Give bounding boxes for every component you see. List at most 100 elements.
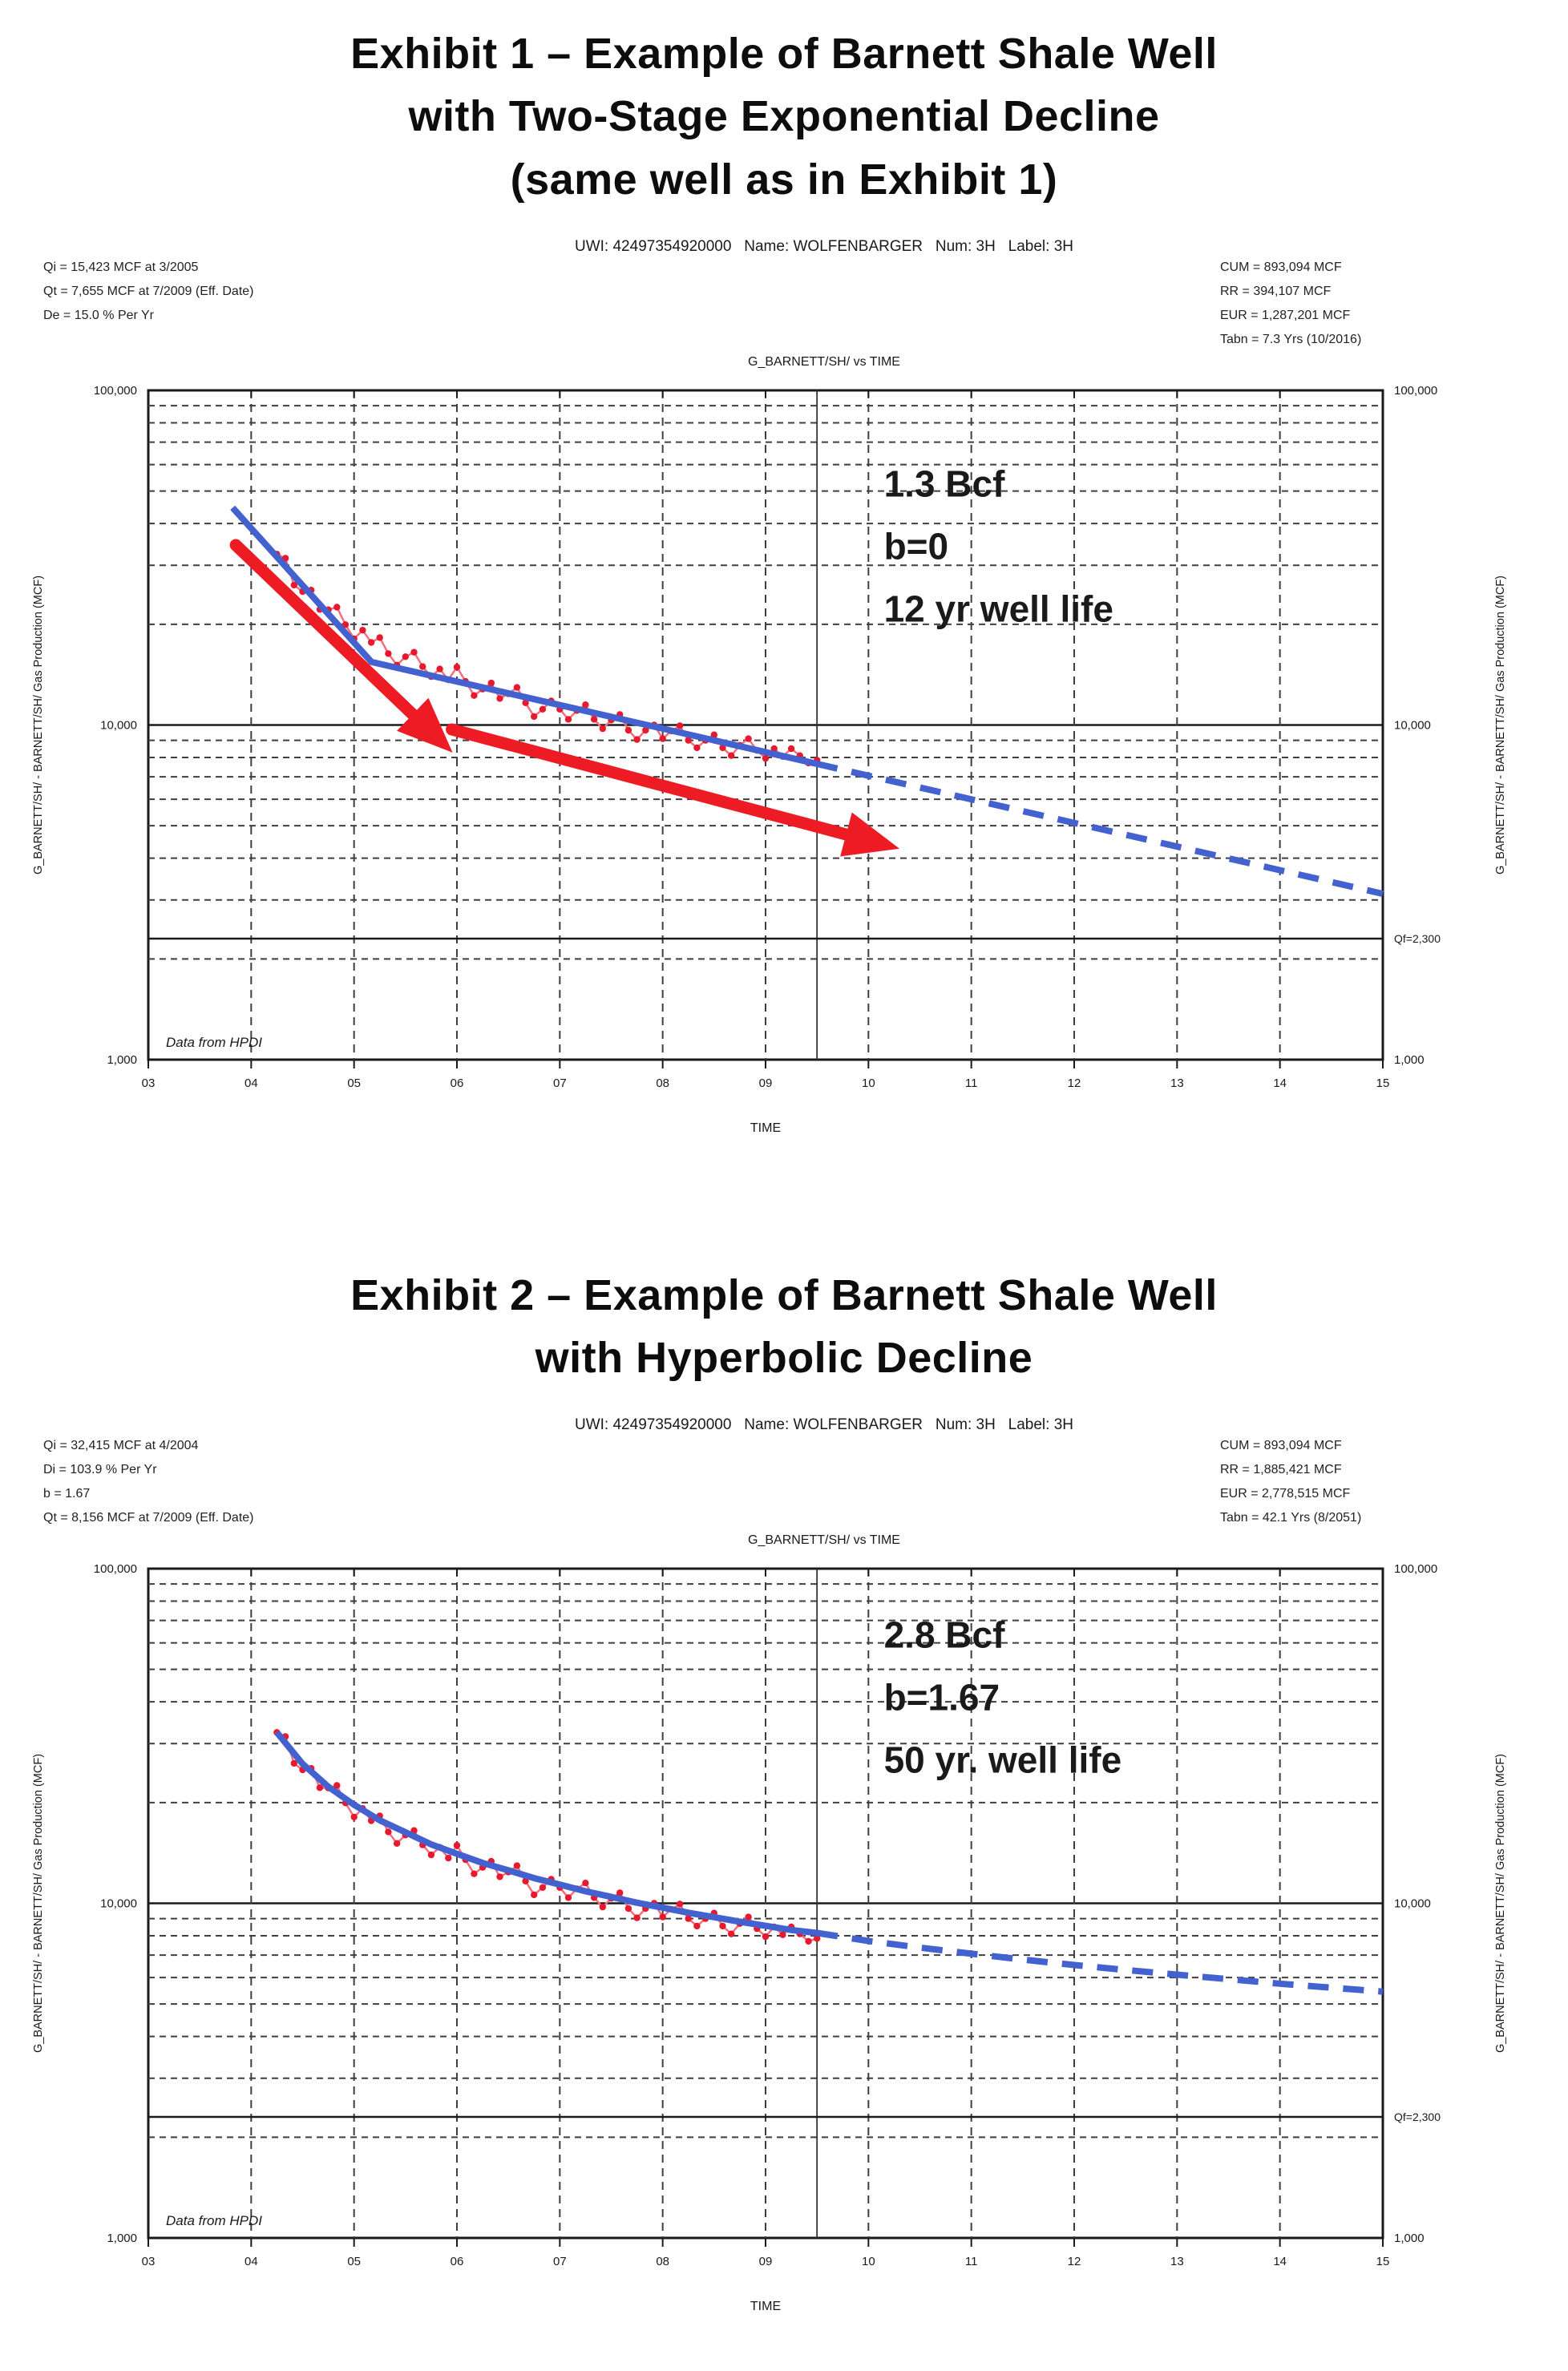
annotation-line: 2.8 Bcf xyxy=(884,1614,1006,1656)
exhibit1-title-line3: (same well as in Exhibit 1) xyxy=(510,155,1058,204)
y-tick-label-left: 10,000 xyxy=(100,1897,137,1911)
monthly-gas-production-point xyxy=(333,1782,341,1790)
exhibit2-title-line2: with Hyperbolic Decline xyxy=(535,1334,1033,1383)
monthly-gas-production-point xyxy=(693,1923,701,1930)
x-tick-label: 14 xyxy=(1273,1076,1287,1090)
annotation-line: 12 yr well life xyxy=(884,588,1113,629)
y-axis-title-right: G_BARNETT/SH/ - BARNETT/SH/ Gas Producti… xyxy=(1494,1754,1507,2053)
x-tick-label: 07 xyxy=(553,2255,567,2268)
x-tick-label: 12 xyxy=(1068,2255,1081,2268)
y-tick-label-right: 1,000 xyxy=(1394,2232,1425,2245)
stat-line: Qt = 7,655 MCF at 7/2009 (Eff. Date) xyxy=(43,284,254,298)
monthly-gas-production-point xyxy=(745,735,752,742)
annotation-line: 50 yr. well life xyxy=(884,1739,1122,1781)
monthly-gas-production-point xyxy=(376,634,383,641)
monthly-gas-production-point xyxy=(624,726,632,734)
x-tick-label: 04 xyxy=(244,1076,258,1090)
y-tick-label-left: 1,000 xyxy=(107,2232,137,2245)
x-tick-label: 13 xyxy=(1170,2255,1184,2268)
exhibit2-header-center: UWI: 42497354920000 Name: WOLFENBARGER N… xyxy=(428,1405,1220,1549)
monthly-gas-production-point xyxy=(633,736,641,743)
monthly-gas-production-point xyxy=(316,1784,324,1791)
x-tick-label: 15 xyxy=(1376,1076,1390,1090)
exhibit2-plot-title: G_BARNETT/SH/ vs TIME xyxy=(748,1533,900,1548)
x-tick-label: 06 xyxy=(451,2255,464,2268)
monthly-gas-production-point xyxy=(719,1923,726,1930)
y-tick-label-left: 100,000 xyxy=(94,1562,137,1576)
monthly-gas-production-point xyxy=(487,679,495,687)
exhibit2-title: Exhibit 2 – Example of Barnett Shale Wel… xyxy=(0,1264,1568,1390)
monthly-gas-production-point xyxy=(659,1913,666,1921)
monthly-gas-production-point xyxy=(787,745,795,753)
decline-trend-arrow xyxy=(229,539,453,753)
exhibit1-title-line1: Exhibit 1 – Example of Barnett Shale Wel… xyxy=(350,30,1218,78)
monthly-gas-production-point xyxy=(539,705,547,713)
monthly-gas-production-point xyxy=(564,716,572,723)
stat-line: Qt = 8,156 MCF at 7/2009 (Eff. Date) xyxy=(43,1511,254,1525)
qf-label: Qf=2,300 xyxy=(1394,2110,1441,2123)
y-tick-label-right: 1,000 xyxy=(1394,1053,1425,1067)
monthly-gas-production-point xyxy=(333,604,341,611)
monthly-gas-production-point xyxy=(728,1930,735,1938)
monthly-gas-production-point xyxy=(290,1760,297,1767)
monthly-gas-production-point xyxy=(814,1935,821,1943)
x-tick-label: 09 xyxy=(759,2255,773,2268)
stat-line: b = 1.67 xyxy=(43,1487,91,1501)
monthly-gas-production-point xyxy=(471,692,478,699)
x-tick-label: 04 xyxy=(244,2255,258,2268)
stat-line: Qi = 15,423 MCF at 3/2005 xyxy=(43,260,199,274)
monthly-gas-production-point xyxy=(436,665,443,673)
monthly-gas-production-point xyxy=(496,1873,503,1881)
monthly-gas-production-point xyxy=(805,1938,812,1945)
monthly-gas-production-point xyxy=(385,650,392,657)
monthly-gas-production-point xyxy=(341,620,350,628)
y-tick-label-right: 100,000 xyxy=(1394,1562,1437,1576)
exhibit2-plot-svg: 2.8 Bcf b=1.67 50 yr. well life 100,000 100,… xyxy=(32,1562,1507,2313)
x-tick-label: 05 xyxy=(347,2255,361,2268)
monthly-gas-production-point xyxy=(685,737,692,744)
x-tick-label: 15 xyxy=(1376,2255,1390,2268)
monthly-gas-production-point xyxy=(522,1878,529,1885)
monthly-gas-production-point xyxy=(582,701,589,709)
exhibit1-chart: Qi = 15,423 MCF at 3/2005 Qt = 7,655 MCF … xyxy=(0,227,1568,1144)
stat-line: RR = 394,107 MCF xyxy=(1220,284,1332,298)
decline-trend-arrow xyxy=(446,723,900,857)
x-tick-label: 07 xyxy=(553,1076,567,1090)
x-tick-label: 09 xyxy=(759,1076,773,1090)
monthly-gas-production-point xyxy=(676,1900,684,1909)
monthly-gas-production-point xyxy=(410,648,418,656)
stat-line: CUM = 893,094 MCF xyxy=(1220,1439,1342,1453)
exhibit1-chart-header: Qi = 15,423 MCF at 3/2005 Qt = 7,655 MCF … xyxy=(0,227,1568,371)
hyperbolic-fit xyxy=(274,1731,818,1937)
annotation-line: 1.3 Bcf xyxy=(884,462,1006,504)
page: Exhibit 1 – Example of Barnett Shale Wel… xyxy=(0,22,1568,2314)
monthly-gas-production-point xyxy=(531,1892,538,1899)
monthly-gas-production-point xyxy=(385,1828,392,1836)
y-axis-title-right: G_BARNETT/SH/ - BARNETT/SH/ Gas Producti… xyxy=(1494,576,1507,874)
y-axis-title-left: G_BARNETT/SH/ - BARNETT/SH/ Gas Producti… xyxy=(32,576,45,874)
monthly-gas-production-point xyxy=(599,1904,606,1911)
x-tick-label: 11 xyxy=(965,2255,978,2268)
monthly-gas-production-point xyxy=(728,752,735,759)
monthly-gas-production-point xyxy=(779,1932,786,1939)
exhibit1-title: Exhibit 1 – Example of Barnett Shale Wel… xyxy=(0,22,1568,211)
annotation-line: b=0 xyxy=(884,525,949,567)
monthly-gas-production-point xyxy=(453,663,461,671)
y-tick-label-left: 1,000 xyxy=(107,1053,137,1067)
monthly-gas-production-point xyxy=(719,744,726,751)
x-tick-label: 10 xyxy=(862,2255,875,2268)
monthly-gas-production-point xyxy=(290,581,297,588)
monthly-gas-production-point xyxy=(582,1880,589,1887)
exhibit1-plot-title: G_BARNETT/SH/ vs TIME xyxy=(748,354,900,369)
exhibit1-title-line2: with Two-Stage Exponential Decline xyxy=(408,92,1160,141)
monthly-gas-production-point xyxy=(531,713,538,720)
monthly-gas-production-point xyxy=(471,1870,478,1878)
monthly-gas-production-point xyxy=(685,1915,692,1923)
stat-line: RR = 1,885,421 MCF xyxy=(1220,1463,1342,1477)
monthly-gas-production-point xyxy=(427,1852,435,1859)
exhibit2-decline-parameters: Qi = 32,415 MCF at 4/2004 Di = 103.9 % Pe… xyxy=(43,1405,428,1549)
x-tick-label: 03 xyxy=(142,1076,156,1090)
monthly-gas-production-point xyxy=(367,639,375,646)
monthly-gas-production-point xyxy=(522,699,529,706)
x-tick-label: 06 xyxy=(451,1076,464,1090)
